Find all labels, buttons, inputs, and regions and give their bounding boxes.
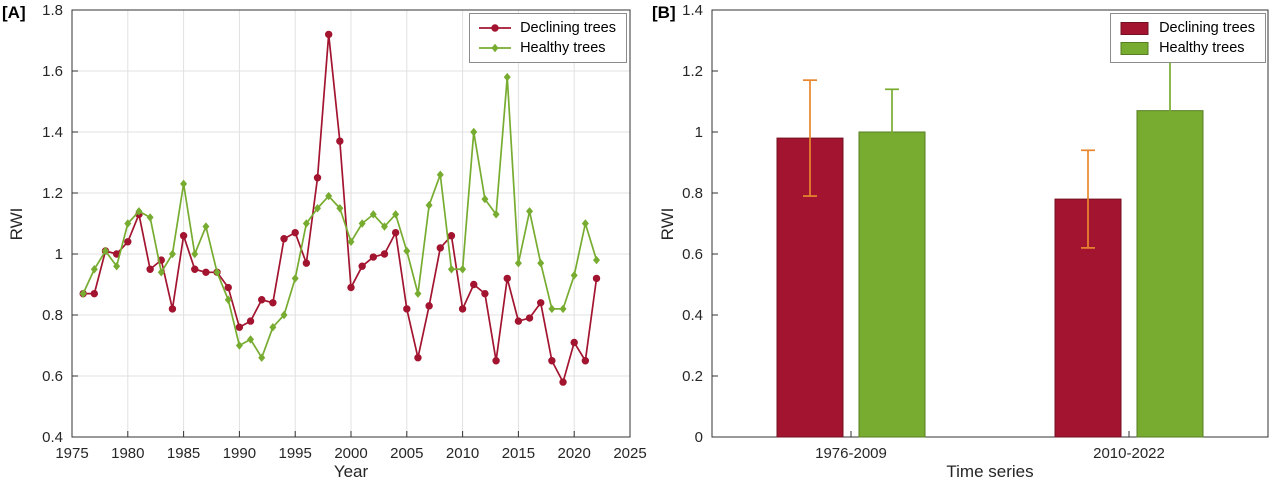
- panel-b-xlabel: Time series: [946, 462, 1034, 481]
- svg-text:2020: 2020: [558, 445, 591, 462]
- svg-text:0.4: 0.4: [42, 429, 63, 446]
- svg-text:2005: 2005: [390, 445, 423, 462]
- panel-b: 0 0.2 0.4 0.6 0.8 1 1.2 1.4 1976-2009 2010-2022 […: [650, 0, 1280, 485]
- legend-label: Declining trees: [520, 20, 616, 36]
- svg-text:1.2: 1.2: [682, 63, 703, 80]
- legend-item-declining-trees: Declining trees: [478, 20, 616, 36]
- svg-text:0.6: 0.6: [682, 246, 703, 263]
- panel-a-xlabel: Year: [333, 462, 369, 481]
- svg-text:1: 1: [55, 246, 63, 263]
- svg-text:1995: 1995: [279, 445, 312, 462]
- panel-a-legend: Declining trees Healthy trees: [469, 13, 627, 63]
- svg-text:2000: 2000: [334, 445, 367, 462]
- svg-text:1980: 1980: [111, 445, 144, 462]
- svg-text:1.6: 1.6: [42, 63, 63, 80]
- legend-item-declining-trees: Declining trees: [1119, 20, 1255, 36]
- healthy-trees-swatch-icon: [1120, 41, 1149, 55]
- panel-a-ylabel: RWI: [7, 207, 26, 241]
- svg-text:2015: 2015: [502, 445, 535, 462]
- svg-text:0.4: 0.4: [682, 307, 703, 324]
- line-chart-a: 1975 1980 1985 1990 1995 2000 2005 2010 2015 2020…: [42, 2, 647, 462]
- svg-text:1.4: 1.4: [42, 124, 63, 141]
- panel-a-label: [A]: [2, 3, 26, 22]
- panel-b-label: [B]: [652, 3, 676, 22]
- legend-label: Healthy trees: [1159, 40, 1245, 56]
- svg-text:1976-2009: 1976-2009: [815, 445, 887, 462]
- svg-text:0.6: 0.6: [42, 368, 63, 385]
- svg-text:1.8: 1.8: [42, 2, 63, 19]
- panel-b-ylabel: RWI: [658, 207, 677, 241]
- svg-text:0: 0: [695, 429, 703, 446]
- svg-text:1975: 1975: [55, 445, 88, 462]
- svg-text:2025: 2025: [613, 445, 646, 462]
- declining-trees-swatch-icon: [1120, 21, 1149, 35]
- svg-text:0.8: 0.8: [42, 307, 63, 324]
- bar-chart-b: 0 0.2 0.4 0.6 0.8 1 1.2 1.4 1976-2009 2010-2022: [682, 2, 1269, 462]
- svg-text:2010-2022: 2010-2022: [1093, 445, 1165, 462]
- svg-text:2010: 2010: [446, 445, 479, 462]
- legend-item-healthy-trees: Healthy trees: [1119, 40, 1255, 56]
- legend-label: Declining trees: [1159, 20, 1255, 36]
- legend-label: Healthy trees: [520, 40, 606, 56]
- svg-text:1990: 1990: [223, 445, 256, 462]
- panel-b-legend: Declining trees Healthy trees: [1110, 13, 1266, 63]
- panel-a: 1975 1980 1985 1990 1995 2000 2005 2010 2015 2020…: [2, 2, 647, 481]
- svg-text:1.2: 1.2: [42, 185, 63, 202]
- svg-text:0.8: 0.8: [682, 185, 703, 202]
- declining-trees-line-marker-icon: [479, 24, 512, 32]
- svg-text:1.4: 1.4: [682, 2, 703, 19]
- svg-text:1985: 1985: [167, 445, 200, 462]
- svg-text:0.2: 0.2: [682, 368, 703, 385]
- legend-item-healthy-trees: Healthy trees: [478, 40, 616, 56]
- svg-text:1: 1: [695, 124, 703, 141]
- healthy-trees-line-marker-icon: [479, 43, 512, 53]
